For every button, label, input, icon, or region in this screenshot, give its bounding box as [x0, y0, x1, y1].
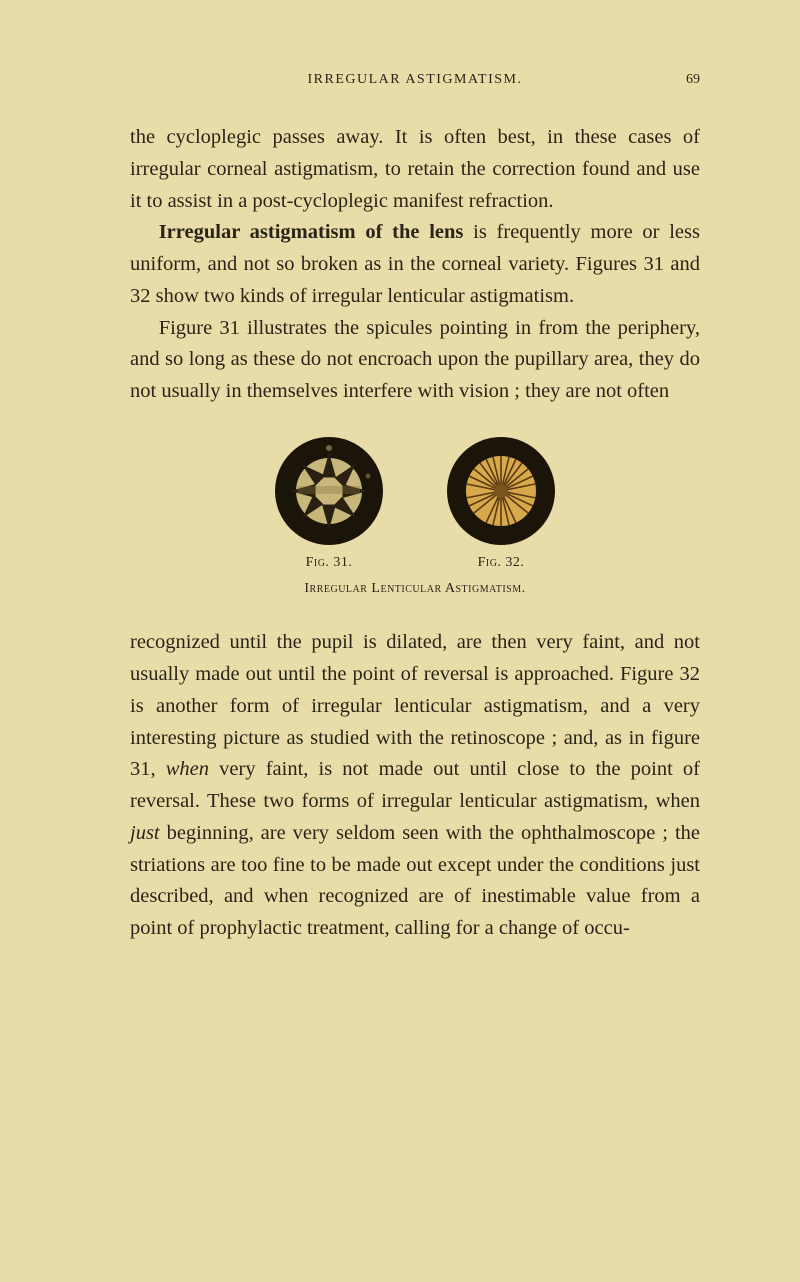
scanned-page: IRREGULAR ASTIGMATISM. 69 the cycloplegi… — [0, 0, 800, 1282]
paragraph-3: Figure 31 illustrates the spicules point… — [130, 313, 700, 408]
bold-term: Irregular astigmatism of the lens — [159, 221, 464, 243]
figure-block: Fig. 31. Fig. 32. Irregular Lenticular A… — [130, 436, 700, 599]
lens-radiating-icon — [446, 436, 556, 546]
paragraph-4: recognized until the pupil is dilated, a… — [130, 627, 700, 945]
lens-spicule-icon — [274, 436, 384, 546]
p4-part-c: beginning, are very seldom seen with the… — [130, 822, 700, 939]
figure-main-caption: Irregular Lenticular Astigmatism. — [304, 578, 525, 600]
italic-when: when — [166, 758, 209, 780]
figure-31-image — [274, 436, 384, 546]
paragraph-2: Irregular astigmatism of the lens is fre… — [130, 217, 700, 312]
italic-just: just — [130, 822, 160, 844]
p4-part-b: very faint, is not made out until close … — [130, 758, 700, 812]
page-number: 69 — [650, 72, 700, 88]
figures-row — [274, 436, 556, 546]
body-text-block: the cycloplegic passes away. It is often… — [130, 122, 700, 945]
running-head: IRREGULAR ASTIGMATISM. — [130, 72, 650, 88]
figure-31-caption: Fig. 31. — [274, 552, 384, 574]
figure-captions-row: Fig. 31. Fig. 32. — [274, 552, 556, 574]
figure-32-caption: Fig. 32. — [446, 552, 556, 574]
page-header: IRREGULAR ASTIGMATISM. 69 — [130, 72, 700, 88]
paragraph-1: the cycloplegic passes away. It is often… — [130, 122, 700, 217]
figure-32-image — [446, 436, 556, 546]
